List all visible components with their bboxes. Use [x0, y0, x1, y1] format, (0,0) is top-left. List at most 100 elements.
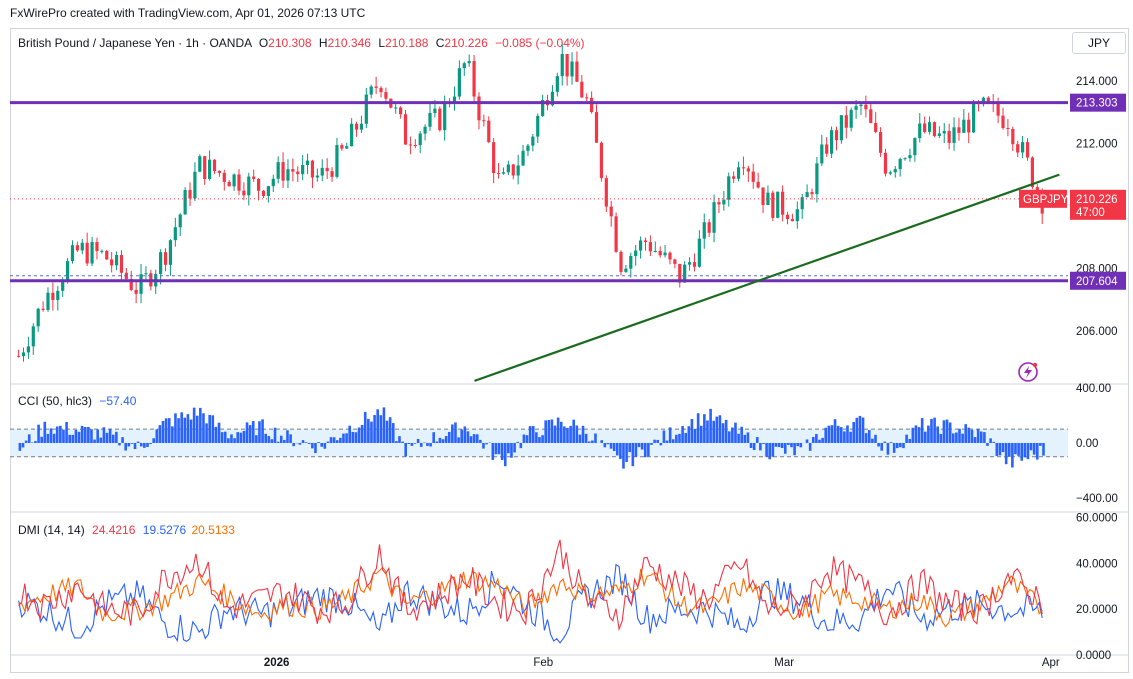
cci-bar	[410, 442, 414, 446]
candle-body	[129, 278, 133, 290]
cci-bar	[407, 442, 411, 445]
candle-body	[403, 114, 408, 145]
cci-bar	[395, 441, 398, 443]
candle-body	[1001, 115, 1005, 129]
candle-body	[212, 159, 217, 171]
candle-body	[457, 68, 461, 97]
candle-body	[310, 160, 315, 178]
candle-body	[305, 160, 310, 166]
cci-bar	[155, 429, 159, 443]
cci-bar	[90, 429, 93, 443]
cci-bar	[765, 442, 768, 457]
candle-body	[384, 92, 388, 99]
cci-bar	[83, 427, 87, 443]
cci-bar	[979, 431, 983, 443]
cci-bar	[709, 408, 712, 443]
candle-body	[702, 222, 706, 239]
cci-bar	[124, 442, 127, 451]
cci-bar	[634, 442, 638, 457]
cci-bar	[292, 442, 295, 447]
candle-body	[261, 190, 266, 196]
candle-body	[643, 240, 648, 243]
cci-bar	[475, 434, 479, 443]
lightning-icon[interactable]	[1017, 361, 1039, 383]
candle-body	[340, 145, 344, 149]
cci-bar	[270, 439, 274, 443]
candle-body	[17, 355, 21, 357]
cci-bar	[115, 431, 118, 443]
dmi-minus-value: 19.5276	[142, 523, 187, 537]
candle-body	[859, 104, 863, 107]
cci-bar	[214, 426, 218, 443]
cci-bar	[777, 442, 781, 448]
cci-bar	[591, 440, 594, 443]
candle-body	[506, 164, 510, 173]
cci-bar	[416, 438, 420, 443]
cci-bar	[46, 433, 50, 443]
candle-body	[350, 123, 354, 147]
cci-bar	[497, 442, 501, 455]
cci-bar	[286, 430, 289, 443]
cci-bar	[587, 441, 591, 443]
candle-body	[658, 250, 662, 256]
cci-bar	[404, 442, 407, 457]
candle-body	[374, 86, 378, 88]
candle-body	[722, 199, 726, 205]
cci-bar	[911, 427, 915, 443]
cci-bar	[942, 420, 946, 443]
dmi-name: DMI (14, 14)	[18, 523, 85, 537]
candle-body	[560, 54, 564, 77]
price-tick-label: 206.000	[1076, 326, 1118, 338]
countdown-label: 47:00	[1076, 207, 1105, 219]
cci-bar	[133, 442, 137, 450]
cci-bar	[541, 435, 544, 443]
candle-body	[242, 190, 246, 196]
cci-bar	[755, 436, 759, 443]
candle-body	[325, 167, 329, 172]
cci-bar	[21, 442, 25, 448]
cci-bar	[594, 433, 597, 443]
candle-body	[100, 250, 104, 252]
cci-bar	[572, 419, 575, 443]
cci-bar	[230, 434, 233, 443]
cci-bar	[373, 415, 376, 443]
candle-body	[526, 145, 530, 151]
cci-bar	[643, 442, 647, 458]
candle-body	[531, 136, 535, 146]
currency-button[interactable]: JPY	[1072, 32, 1126, 54]
candle-body	[70, 245, 75, 262]
cci-bar	[363, 411, 367, 443]
cci-bar	[192, 407, 196, 443]
cci-bar	[544, 420, 547, 443]
cci-bar	[339, 437, 342, 443]
candle-body	[908, 155, 912, 159]
cci-bar	[43, 421, 47, 443]
cci-bar	[706, 420, 709, 443]
candle-body	[717, 202, 721, 205]
candle-body	[878, 131, 883, 153]
cci-bar	[628, 442, 632, 453]
cci-bar	[317, 442, 320, 443]
candle-body	[687, 262, 692, 265]
candle-body	[678, 263, 682, 283]
ticker-badge-bg	[1019, 189, 1067, 208]
cci-bar	[342, 433, 345, 443]
candle-body	[1006, 128, 1010, 130]
cci-bar	[429, 442, 432, 447]
cci-bar	[367, 418, 370, 443]
candle-body	[653, 250, 657, 252]
cci-bar	[799, 442, 803, 448]
cci-bar	[40, 436, 43, 443]
cci-bar	[955, 432, 958, 443]
candle-body	[438, 108, 442, 131]
cci-bar	[886, 442, 890, 455]
cci-bar	[852, 422, 856, 443]
cci-bar	[948, 422, 952, 443]
candle-body	[266, 186, 270, 196]
candle-body	[281, 162, 285, 181]
candle-body	[683, 264, 687, 283]
candle-body	[599, 142, 604, 179]
cci-bar	[905, 434, 908, 443]
cci-bar	[370, 421, 373, 443]
last-price-badge-bg	[1070, 189, 1126, 220]
